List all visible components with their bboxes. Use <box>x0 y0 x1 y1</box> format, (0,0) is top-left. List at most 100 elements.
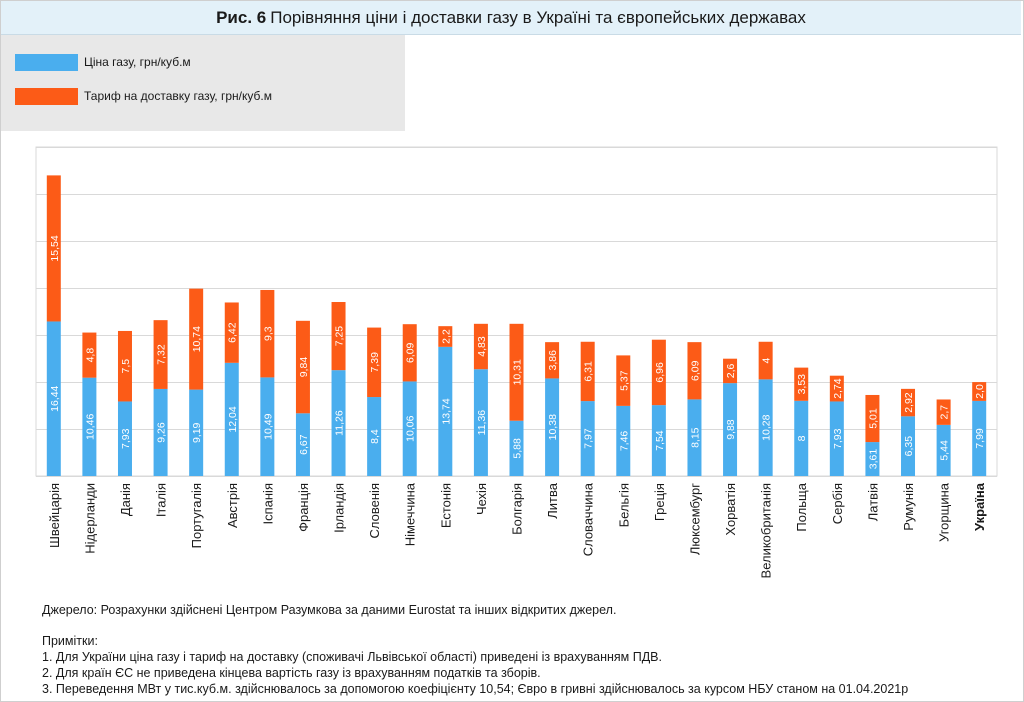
notes-heading: Примітки: <box>42 634 98 648</box>
data-label-price: 10,28 <box>761 414 773 440</box>
x-tick-label: Болгарія <box>510 483 525 535</box>
x-tick-label: Словенія <box>367 483 382 538</box>
legend-swatch-delivery <box>15 87 78 105</box>
data-label-delivery: 5,37 <box>618 370 630 391</box>
data-label-price: 10,46 <box>84 414 96 440</box>
bar-delivery <box>46 175 61 322</box>
data-label-delivery: 2,92 <box>903 392 915 413</box>
bar-price <box>46 321 61 476</box>
data-label-price: 13,74 <box>440 398 452 424</box>
bar-price <box>758 379 773 476</box>
data-label-price: 7,93 <box>832 428 844 449</box>
bar-delivery <box>438 326 453 347</box>
bar-delivery <box>936 399 951 425</box>
bar-price <box>829 401 844 476</box>
data-label-price: 11,26 <box>334 410 346 436</box>
bar-delivery <box>651 339 666 406</box>
figure-number: Рис. 6 <box>216 7 267 27</box>
bar-price <box>189 389 204 476</box>
bar-delivery <box>829 375 844 402</box>
bar-delivery <box>865 394 880 443</box>
bar-delivery <box>367 327 382 398</box>
data-label-price: 10,38 <box>547 414 559 440</box>
bar-price <box>82 377 97 476</box>
note-item: 1. Для України ціна газу і тариф на дост… <box>42 650 662 664</box>
data-label-delivery: 2,0 <box>974 384 986 399</box>
x-tick-label: Австрія <box>225 483 240 528</box>
data-label-price: 11,36 <box>476 410 488 436</box>
bar-delivery <box>224 302 239 363</box>
bar-delivery <box>687 342 702 400</box>
data-label-price: 10,06 <box>405 415 417 441</box>
data-label-delivery: 4 <box>761 357 773 363</box>
data-label-price: 12,04 <box>227 406 239 432</box>
bar-price <box>580 401 595 476</box>
bar-price <box>367 397 382 476</box>
bar-price <box>260 377 275 476</box>
bar-price <box>972 400 987 476</box>
bar-delivery <box>117 330 132 402</box>
bar-delivery <box>723 358 738 384</box>
data-label-delivery: 5,01 <box>867 408 879 429</box>
bar-delivery <box>545 342 560 379</box>
data-label-price: 7,54 <box>654 430 666 451</box>
x-tick-label: Нідерланди <box>82 483 97 554</box>
bar-delivery <box>473 323 488 370</box>
x-tick-label: Греція <box>652 483 667 521</box>
data-label-price: 8 <box>796 435 808 441</box>
data-label-price: 9,88 <box>725 419 737 440</box>
stacked-bar-chart: 16,44 15,54 Швейцарія 10,46 4,8 Нідерланди 7,9… <box>35 146 998 578</box>
legend-label-price: Ціна газу, грн/куб.м <box>84 55 191 69</box>
bar-price <box>865 442 880 476</box>
x-tick-label: Іспанія <box>260 483 275 525</box>
x-tick-label: Словаччина <box>581 482 596 556</box>
x-tick-label: Італія <box>154 483 169 517</box>
x-tick-label: Люксембург <box>687 483 702 555</box>
bar-price <box>723 383 738 476</box>
x-tick-label: Данія <box>118 483 133 516</box>
bar-price <box>616 405 631 476</box>
legend-item-price: Ціна газу, грн/куб.м <box>15 53 191 71</box>
bar-delivery <box>901 388 916 417</box>
data-label-price: 7,93 <box>120 428 132 449</box>
data-label-delivery: 7,25 <box>334 326 346 347</box>
x-tick-label: Франція <box>296 483 311 532</box>
data-label-delivery: 6,42 <box>227 322 239 343</box>
x-tick-label: Чехія <box>474 483 489 515</box>
x-tick-label: Хорватія <box>723 483 738 536</box>
data-label-delivery: 6,09 <box>405 342 417 363</box>
data-label-price: 6,35 <box>903 436 915 457</box>
x-tick-label: Швейцарія <box>47 483 62 548</box>
bar-price <box>545 378 560 476</box>
data-label-delivery: 2,6 <box>725 363 737 378</box>
figure-title: Рис. 6 Порівняння ціни і доставки газу в… <box>1 1 1021 35</box>
x-tick-label: Великобританія <box>759 483 774 578</box>
bar-delivery <box>509 323 524 421</box>
data-label-delivery: 6,31 <box>583 361 595 382</box>
data-label-delivery: 2,7 <box>939 405 951 420</box>
note-item: 2. Для країн ЄС не приведена кінцева вар… <box>42 666 541 680</box>
x-tick-label: Сербія <box>830 483 845 524</box>
bar-price <box>331 370 346 476</box>
bar-delivery <box>260 289 275 378</box>
data-label-delivery: 10,74 <box>191 326 203 352</box>
data-label-price: 3,61 <box>867 449 879 470</box>
data-label-delivery: 2,74 <box>832 378 844 399</box>
figure-title-text: Порівняння ціни і доставки газу в Україн… <box>270 7 806 27</box>
bar-delivery <box>972 382 987 401</box>
data-label-delivery: 4,8 <box>84 348 96 363</box>
bar-price <box>687 399 702 476</box>
x-tick-label: Україна <box>972 482 987 531</box>
bar-price <box>473 369 488 476</box>
data-label-delivery: 6,96 <box>654 362 666 383</box>
bar-delivery <box>580 341 595 402</box>
data-label-price: 5,44 <box>939 440 951 461</box>
bar-delivery <box>295 320 310 414</box>
bar-delivery <box>758 341 773 380</box>
x-tick-label: Португалія <box>189 483 204 548</box>
data-label-price: 7,97 <box>583 428 595 449</box>
bar-price <box>153 388 168 476</box>
note-item: 3. Переведення МВт у тис.куб.м. здійснюв… <box>42 682 909 696</box>
bar-delivery <box>153 320 168 389</box>
x-tick-label: Німеччина <box>403 482 418 546</box>
